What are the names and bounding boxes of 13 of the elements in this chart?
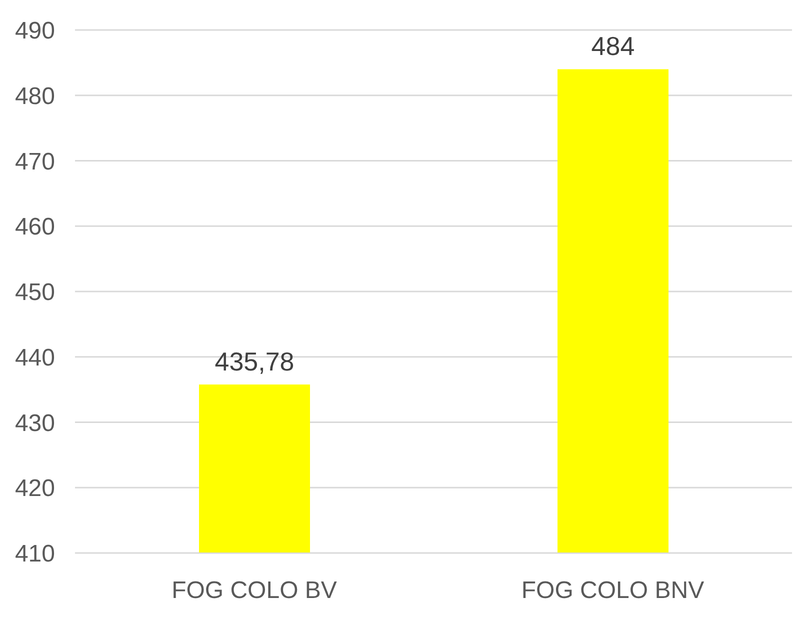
y-tick-label: 450 (14, 279, 55, 306)
y-tick-label: 420 (14, 475, 55, 502)
x-tick-label: FOG COLO BNV (521, 577, 704, 604)
y-tick-label: 480 (14, 82, 55, 110)
data-label: 484 (591, 31, 635, 62)
y-tick-label: 460 (14, 214, 55, 241)
y-tick-label: 440 (14, 344, 55, 372)
y-tick-label: 410 (14, 540, 55, 568)
x-tick-label: FOG COLO BV (172, 577, 337, 604)
y-tick-label: 490 (14, 18, 55, 45)
data-label: 435,78 (214, 346, 294, 376)
y-tick-label: 430 (14, 410, 55, 437)
y-tick-label: 470 (14, 148, 55, 176)
